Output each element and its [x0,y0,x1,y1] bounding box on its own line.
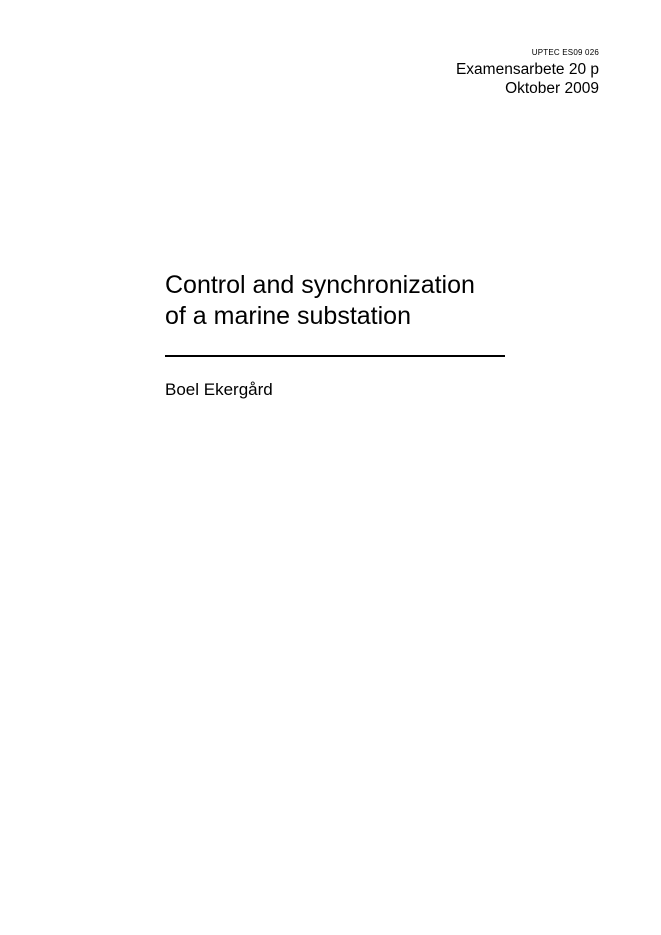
title-line-1: Control and synchronization [165,270,599,301]
author-name: Boel Ekergård [165,380,273,400]
date-line: Oktober 2009 [456,79,599,98]
title-line-2: of a marine substation [165,301,599,332]
thesis-type: Examensarbete 20 p [456,60,599,79]
title-divider [165,355,505,357]
header-block: UPTEC ES09 026 Examensarbete 20 p Oktobe… [456,48,599,99]
report-code: UPTEC ES09 026 [456,48,599,57]
title-block: Control and synchronization of a marine … [165,270,599,331]
author-block: Boel Ekergård [165,380,273,400]
